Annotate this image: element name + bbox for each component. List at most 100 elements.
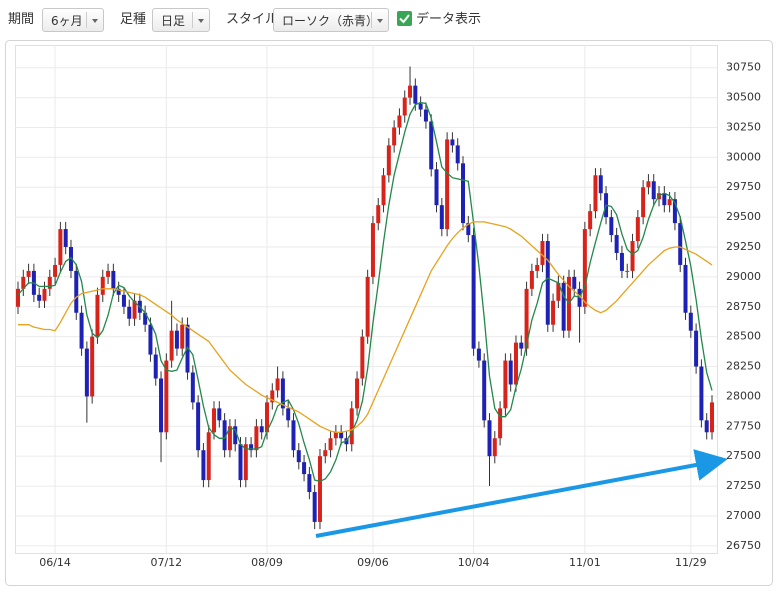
candle-body [482, 360, 487, 421]
y-tick-label: 29500 [726, 210, 761, 223]
candle-body [58, 229, 63, 265]
candle-body [386, 145, 391, 176]
candle-body [259, 426, 264, 433]
y-tick-label: 27250 [726, 479, 761, 492]
candle-body [397, 115, 402, 128]
check-mark [399, 14, 410, 24]
trend-arrow [315, 449, 728, 538]
candle-body [254, 426, 259, 451]
candle-body [53, 264, 58, 277]
candle-body [74, 270, 79, 313]
y-tick-label: 28500 [726, 330, 761, 343]
candle-body [270, 390, 275, 403]
candle-body [492, 438, 497, 457]
candle-body [582, 229, 587, 307]
candle-body [392, 127, 397, 146]
candle-body [238, 444, 243, 481]
candle-body [535, 264, 540, 271]
candle-body [619, 252, 624, 271]
candle-body [233, 426, 238, 445]
candle-body [164, 360, 169, 433]
candle-body [291, 420, 296, 451]
candle-body [593, 175, 598, 212]
candle-body [402, 97, 407, 116]
style-value: ローソク（赤青） [282, 14, 379, 28]
candle-body [312, 492, 317, 522]
candle-body [307, 474, 312, 493]
candle-body [360, 336, 365, 379]
candle-body [699, 366, 704, 421]
candle-body [551, 300, 556, 325]
candle-body [217, 408, 222, 421]
candle-body [201, 450, 206, 481]
candle-body [466, 223, 471, 236]
candle-body [132, 300, 137, 319]
candle-body [365, 276, 370, 337]
show-data-checkbox[interactable] [397, 11, 412, 26]
candle-body [100, 276, 105, 295]
candle-body [180, 324, 185, 349]
candle-body [95, 294, 100, 337]
period-label: 期間 [8, 12, 35, 27]
x-tick-label: 11/01 [569, 556, 601, 569]
candle-body [667, 199, 672, 206]
candle-body [286, 408, 291, 421]
moving-average-line [18, 221, 713, 433]
candle-body [609, 217, 614, 236]
candle-body [487, 420, 492, 457]
candle-body [418, 103, 423, 110]
show-data-label[interactable]: データ表示 [416, 12, 482, 27]
candle-body [688, 312, 693, 331]
candle-body [63, 229, 68, 248]
candle-body [429, 121, 434, 170]
x-tick-label: 06/14 [39, 556, 71, 569]
candle-body [37, 294, 42, 301]
candle-body [302, 462, 307, 475]
y-tick-label: 29000 [726, 270, 761, 283]
candle-body [678, 223, 683, 265]
candle-body [174, 330, 179, 349]
bar-select[interactable]: 日足 [152, 8, 210, 32]
candle-body [264, 402, 269, 433]
candle-body [349, 408, 354, 445]
candle-body [471, 235, 476, 349]
period-select[interactable]: 6ヶ月 [42, 8, 104, 32]
y-tick-label: 30500 [726, 91, 761, 104]
y-tick-label: 28250 [726, 360, 761, 373]
candle-body [529, 270, 534, 289]
candle-body [370, 223, 375, 277]
candle-body [683, 264, 688, 313]
candle-body [222, 420, 227, 451]
candle-body [275, 378, 280, 391]
candle-body [227, 426, 232, 451]
candle-body [641, 187, 646, 218]
candle-body [333, 432, 338, 439]
candle-body [540, 241, 545, 265]
x-tick-label: 09/06 [357, 556, 389, 569]
style-select[interactable]: ローソク（赤青） [273, 8, 389, 32]
candle-body [625, 270, 630, 272]
candle-body [127, 306, 132, 319]
candle-body [21, 276, 26, 289]
y-tick-label: 30000 [726, 150, 761, 163]
candle-body [423, 109, 428, 122]
candle-body [413, 85, 418, 104]
candle-body [508, 360, 513, 385]
candle-body [280, 378, 285, 409]
y-tick-label: 27750 [726, 419, 761, 432]
y-tick-label: 28750 [726, 300, 761, 313]
candle-body [572, 276, 577, 289]
candle-body [196, 402, 201, 451]
candle-body [598, 175, 603, 194]
candle-body [434, 169, 439, 206]
candle-body [450, 139, 455, 146]
candle-body [79, 312, 84, 349]
candle-body [68, 247, 73, 271]
candle-body [455, 145, 460, 164]
candle-body [317, 456, 322, 522]
candle-body [503, 360, 508, 409]
candle-body [710, 402, 714, 433]
y-tick-label: 28000 [726, 389, 761, 402]
candle-body [296, 450, 301, 463]
